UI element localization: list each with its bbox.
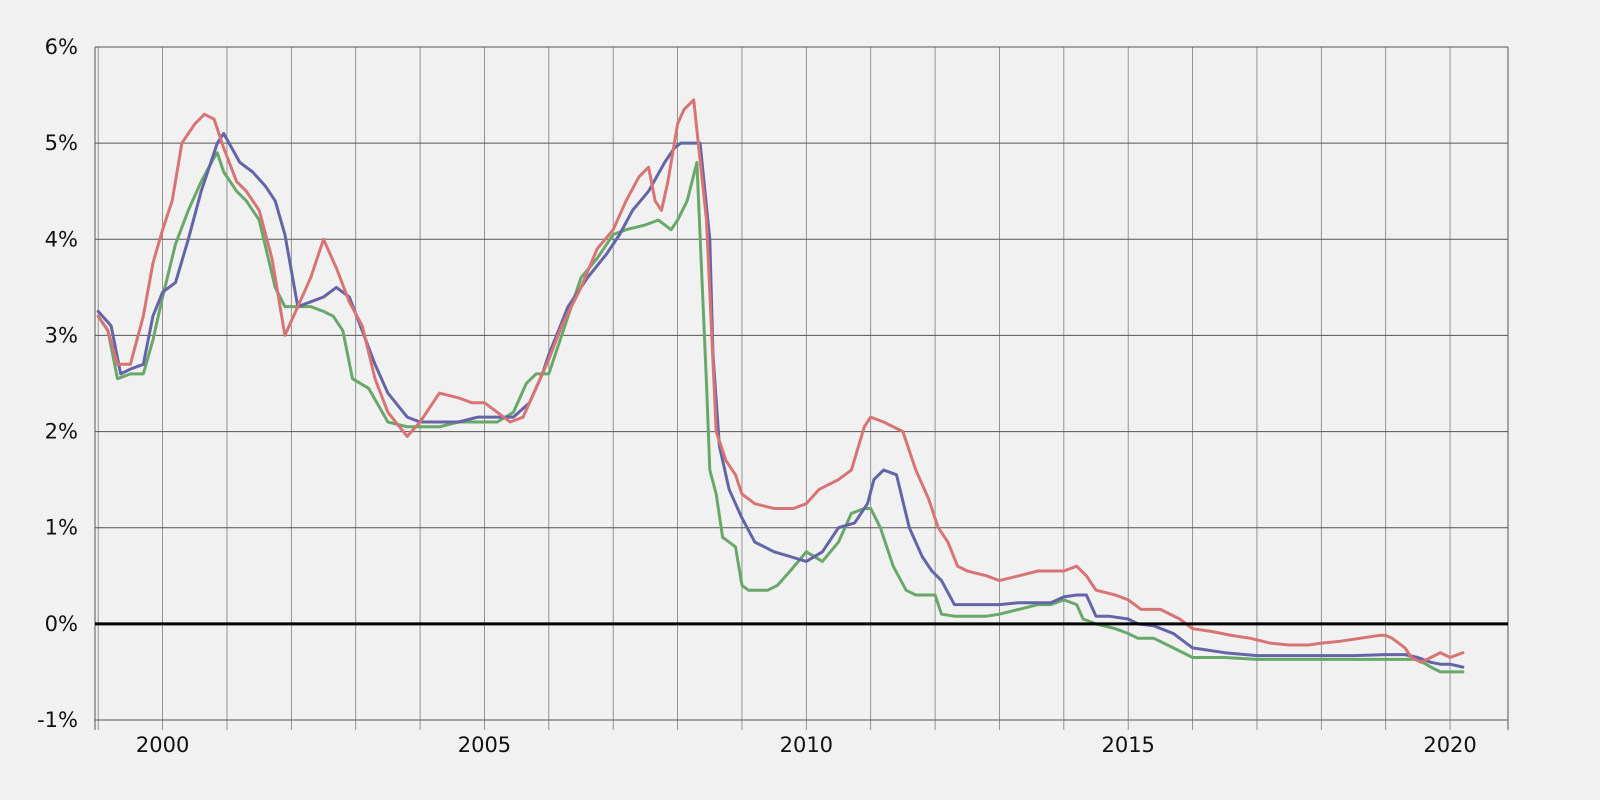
y-axis-tick-labels: -1% 0% 1% 2% 3% 4% 5% 6% bbox=[37, 35, 78, 732]
x-tick-label: 2005 bbox=[458, 733, 511, 757]
y-tick-label: 1% bbox=[45, 516, 78, 540]
x-axis-tick-labels: 2000 2005 2010 2015 2020 bbox=[136, 733, 1477, 757]
x-tick-label: 2000 bbox=[136, 733, 189, 757]
minor-gridlines bbox=[94, 47, 1509, 730]
y-tick-label: 4% bbox=[45, 227, 78, 251]
series-line-1 bbox=[96, 151, 1465, 674]
y-tick-label: -1% bbox=[37, 708, 78, 732]
series-line-3 bbox=[96, 98, 1465, 664]
y-tick-label: 5% bbox=[45, 131, 78, 155]
major-gridlines bbox=[95, 46, 1508, 721]
x-tick-label: 2010 bbox=[780, 733, 833, 757]
y-tick-label: 6% bbox=[45, 35, 78, 59]
x-tick-label: 2015 bbox=[1101, 733, 1154, 757]
y-tick-label: 0% bbox=[45, 612, 78, 636]
y-tick-label: 2% bbox=[45, 420, 78, 444]
x-tick-label: 2020 bbox=[1423, 733, 1476, 757]
series-lines bbox=[96, 98, 1465, 674]
y-tick-label: 3% bbox=[45, 323, 78, 347]
